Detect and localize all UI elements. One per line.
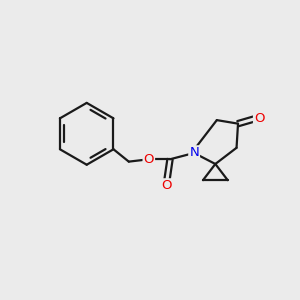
Text: N: N (189, 146, 199, 159)
Text: O: O (161, 179, 172, 192)
Text: O: O (144, 153, 154, 166)
Text: O: O (254, 112, 265, 125)
